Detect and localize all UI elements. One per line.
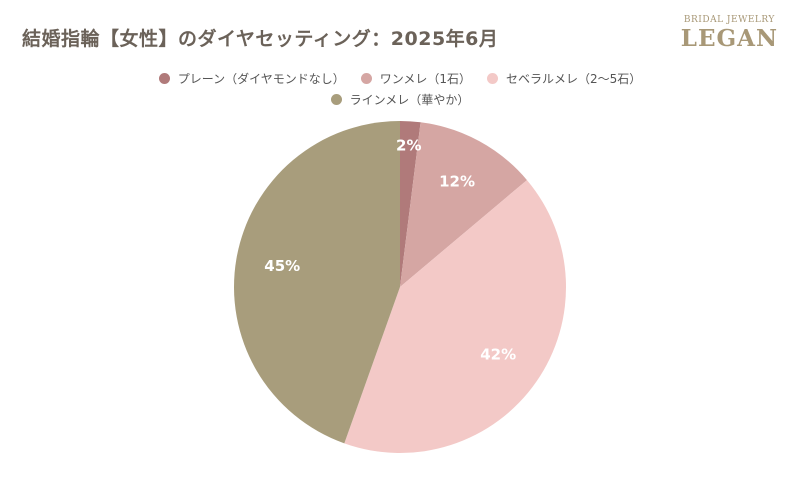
legend-swatch-line-melee <box>330 94 342 105</box>
legend-label-several-melee: セベラルメレ（2〜5石） <box>506 72 642 86</box>
legend-item-line-melee[interactable]: ラインメレ（華やか） <box>330 91 470 108</box>
legend-swatch-one-melee <box>360 73 372 84</box>
legend-item-several-melee[interactable]: セベラルメレ（2〜5石） <box>487 70 641 87</box>
slice-label-line-melee: 45% <box>264 257 300 275</box>
logo-wordmark: LEGAN <box>680 25 778 52</box>
legend-label-one-melee: ワンメレ（1石） <box>379 72 472 86</box>
legend-label-line-melee: ラインメレ（華やか） <box>349 93 470 107</box>
legend-row-2: ラインメレ（華やか） <box>0 91 800 108</box>
slice-label-plain: 2% <box>396 137 421 155</box>
slice-label-several-melee: 42% <box>480 346 516 364</box>
chart-legend: プレーン（ダイヤモンドなし） ワンメレ（1石） セベラルメレ（2〜5石） ライン… <box>0 70 800 112</box>
brand-logo: BRIDAL JEWELRY LEGAN <box>681 14 778 52</box>
legend-label-plain: プレーン（ダイヤモンドなし） <box>177 72 345 86</box>
legend-item-one-melee[interactable]: ワンメレ（1石） <box>360 70 472 87</box>
pie-slice-several-melee[interactable] <box>344 180 566 453</box>
legend-swatch-several-melee <box>487 73 499 84</box>
legend-row-1: プレーン（ダイヤモンドなし） ワンメレ（1石） セベラルメレ（2〜5石） <box>0 70 800 87</box>
pie-slice-plain[interactable] <box>400 121 421 287</box>
chart-title: 結婚指輪【女性】のダイヤセッティング：2025年6月 <box>22 28 499 50</box>
pie-slice-one-melee[interactable] <box>400 122 527 287</box>
legend-item-plain[interactable]: プレーン（ダイヤモンドなし） <box>158 70 345 87</box>
legend-swatch-plain <box>158 73 170 84</box>
pie-slice-line-melee[interactable] <box>234 121 400 444</box>
slice-label-one-melee: 12% <box>439 172 475 190</box>
logo-subtitle: BRIDAL JEWELRY <box>683 15 775 25</box>
